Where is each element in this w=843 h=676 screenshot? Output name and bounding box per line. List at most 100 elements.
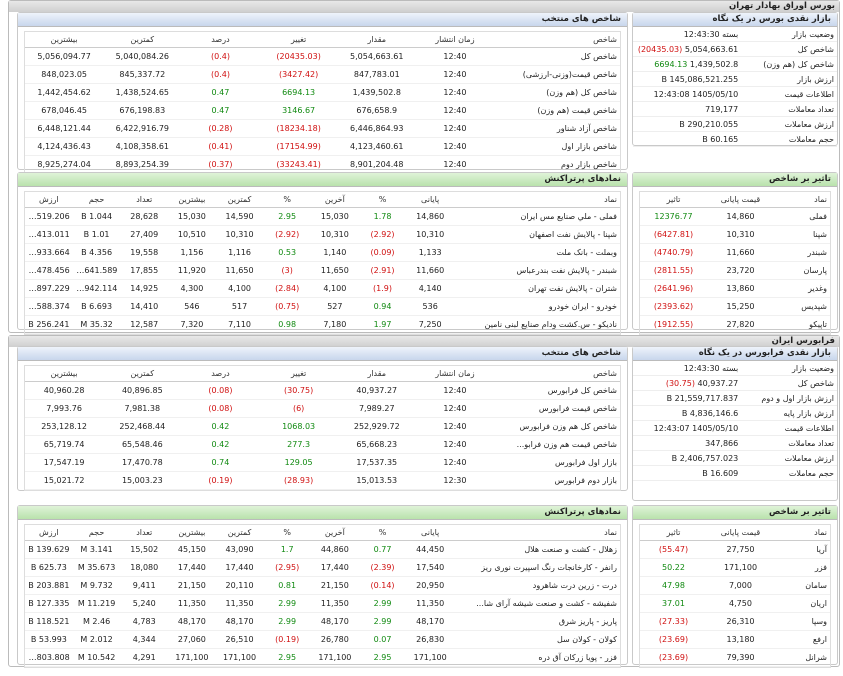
cell: 4,783 xyxy=(120,612,169,631)
glance-table: وضعیت بازار بسته 12:43:30 شاخص کل 5,054,663… xyxy=(633,27,837,147)
data-row: شاخص کل فرابورس 12:40 40,937.27 (30.75) (0.0… xyxy=(25,381,620,400)
data-row: وسپا 26,310 (27.33) xyxy=(640,612,830,631)
glance-label: ارزش بازار پایه xyxy=(741,405,837,421)
glance-label: شاخص کل (هم وزن) xyxy=(741,56,837,72)
cell: پارسان xyxy=(774,261,830,280)
cell: 14,860 xyxy=(406,207,454,226)
cell: 1,133 xyxy=(406,243,454,262)
cell: 35.673 M xyxy=(72,558,121,577)
column-header: کمترین xyxy=(215,525,264,541)
glance-row: شاخص کل (هم وزن) 1,439,502.8 6694.13 xyxy=(633,56,837,72)
cell: 4,123,460.61 xyxy=(337,137,416,156)
panel-title: بازار نقدی بورس در یک نگاه xyxy=(633,13,837,27)
glance-value-cell: 347,866 xyxy=(633,435,742,451)
cell: شتران - پالايش نفت تهران xyxy=(454,279,620,298)
cell: (0.19) xyxy=(181,471,260,490)
glance-value-cell: 16.609 B xyxy=(633,465,742,481)
cell: 48,170 xyxy=(311,612,359,631)
cell: 252,929.72 xyxy=(337,417,416,436)
cell: 10,510 xyxy=(168,225,216,244)
cell: 15,003.23 xyxy=(103,471,182,490)
cell: (6427.81) xyxy=(640,225,707,244)
cell: 40,937.27 xyxy=(337,381,416,400)
cell: (18234.18) xyxy=(259,119,338,138)
glance-value: 719,177 xyxy=(705,104,739,114)
glance-value-cell: 2,406,757.023 B xyxy=(633,450,742,466)
cell: 10,310 xyxy=(406,225,454,244)
glance-label: حجم معاملات xyxy=(741,465,837,481)
glance-value: 5,054,663.61 xyxy=(684,44,739,54)
column-header: شاخص xyxy=(494,32,620,48)
cell: 7,110 xyxy=(215,315,264,334)
glance-value: 16.609 B xyxy=(702,468,739,478)
cell: 4,344 xyxy=(120,630,169,649)
glance-value-cell: 719,177 xyxy=(633,101,742,117)
cell: شبندر - پالايش نفت بندرعباس xyxy=(454,261,620,280)
cell: 7,250 xyxy=(406,315,454,334)
cell: (2811.55) xyxy=(640,261,707,280)
cell: 26,510 xyxy=(215,630,264,649)
glance-value: 145,086,521.255 B xyxy=(661,74,739,84)
cell: 527 xyxy=(311,297,359,316)
cell: 4,750 xyxy=(707,594,774,613)
cell: شبندر xyxy=(774,243,830,262)
data-row: شتران - پالايش نفت تهران 4,140 (1.9) 4,100(… xyxy=(25,279,620,298)
glance-label: حجم معاملات xyxy=(741,131,837,147)
cell: اریان xyxy=(774,594,830,613)
column-header: کمترین xyxy=(103,366,182,382)
active-table: نماد پایانی% آخرین% کمترین بیشترین تعداد حجم ار… xyxy=(25,525,620,667)
panel-title: شاخص های منتخب xyxy=(18,347,627,361)
cell: 1068.03 xyxy=(259,417,338,436)
cell: 6.693 B xyxy=(72,297,121,316)
glance-label: شاخص کل xyxy=(741,375,837,391)
cell: 10,310 xyxy=(215,225,264,244)
cell: پاریز - پاریز شرق xyxy=(454,612,620,631)
glance-change: 6694.13 xyxy=(654,59,688,69)
cell: سامان xyxy=(774,576,830,595)
data-row: شاخص کل هم وزن فرابورس 12:40 252,929.72 106… xyxy=(25,417,620,436)
cell: 15,013.53 xyxy=(337,471,416,490)
glance-value-cell: 60.165 B xyxy=(633,131,742,147)
data-row: بازار دوم فرابورس 12:30 15,013.53 (28.93) (0… xyxy=(25,471,620,490)
cell: 26,830 xyxy=(406,630,454,649)
column-header: پایانی xyxy=(406,525,454,541)
data-row: شاخص کل (هم وزن) 12:40 1,439,502.8 6694.13 0… xyxy=(25,83,620,102)
cell: 27,750 xyxy=(707,540,774,559)
active-table: نماد پایانی% آخرین% کمترین بیشترین تعداد حجم ار… xyxy=(25,192,620,334)
data-row: درت - زرین درت شاهرود 20,950 (0.14) 21,150 0… xyxy=(25,576,620,595)
cell: 15,250 xyxy=(707,297,774,316)
glance-value: 21,559,717.837 B xyxy=(666,393,739,403)
glance-value-cell: بسته 12:43:30 xyxy=(633,27,742,42)
cell: 45,150 xyxy=(168,540,216,559)
cell: 2.99 xyxy=(358,612,407,631)
cell: فملی xyxy=(774,207,830,226)
data-row: شپدیس 15,250 (2393.62) xyxy=(640,297,830,316)
data-row: کولان - کولان سل 26,830 0.07 26,780 (0.19) 26… xyxy=(25,630,620,649)
cell: 1,438,524.65 xyxy=(103,83,182,102)
cell: 8,901,204.48 xyxy=(337,155,416,174)
cell: 44,450 xyxy=(406,540,454,559)
column-header: % xyxy=(358,192,407,208)
glance-label: اطلاعات قیمت xyxy=(741,86,837,102)
cell: 3,588.374 B xyxy=(25,297,73,316)
glance-value-cell: 4,836,146.6 B xyxy=(633,405,742,421)
cell: 40,896.85 xyxy=(103,381,182,400)
cell: 171,100 xyxy=(406,648,454,667)
cell: (2.39) xyxy=(358,558,407,577)
data-row: سامان 7,000 47.98 xyxy=(640,576,830,595)
cell: 12:40 xyxy=(415,155,494,174)
section-title: فرابورس ایران xyxy=(9,336,839,347)
glance-row: ارزش معاملات 2,406,757.023 B xyxy=(633,450,837,466)
cell: 20,950 xyxy=(406,576,454,595)
cell: خودرو - ايران‌ خودرو xyxy=(454,297,620,316)
cell: 2.99 xyxy=(263,612,312,631)
data-row: شاخص قیمت فرابورس 12:40 7,989.27 (6) (0.08) 7… xyxy=(25,399,620,418)
cell: 847,783.01 xyxy=(337,65,416,84)
cell: 7,478.456 B xyxy=(25,261,73,280)
data-row: شاخص قیمت (هم وزن) 12:40 676,658.9 3146.67 0… xyxy=(25,101,620,120)
cell: 27,820 xyxy=(707,315,774,334)
cell: 7,000 xyxy=(707,576,774,595)
cell: 13,860 xyxy=(707,279,774,298)
cell: (17154.99) xyxy=(259,137,338,156)
active-panel: نمادهای پرتراکنش نماد پایانی% آخرین% کمترین ب… xyxy=(17,172,628,335)
